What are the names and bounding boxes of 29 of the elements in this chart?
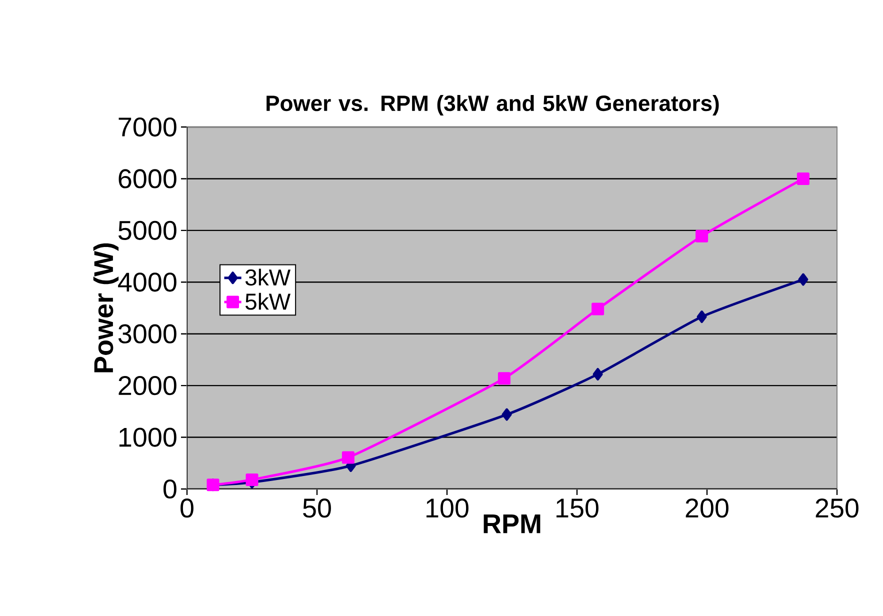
x-tick-label: 200 xyxy=(686,498,728,518)
x-axis-title: RPM xyxy=(484,514,540,534)
x-tick-label: 250 xyxy=(816,498,858,518)
legend-label: 3kW xyxy=(245,268,291,286)
y-tick-label: 6000 xyxy=(118,169,176,188)
point xyxy=(798,273,808,286)
y-tick-label: 2000 xyxy=(118,376,176,396)
y-tick-label: 0 xyxy=(164,479,176,499)
point xyxy=(246,473,258,486)
y-tick-label: 4000 xyxy=(118,272,176,292)
legend-label: 5kW xyxy=(246,292,291,310)
point xyxy=(696,230,708,242)
x-tick-label: 0 xyxy=(180,498,194,518)
point xyxy=(502,408,512,421)
y-tick-label: 3000 xyxy=(118,324,176,344)
x-tick-label: 150 xyxy=(556,498,598,518)
x-tick-label: 50 xyxy=(303,498,331,518)
x-tick-label: 100 xyxy=(426,498,468,518)
y-tick-label: 5000 xyxy=(118,220,176,240)
y-tick-label: 1000 xyxy=(119,428,176,447)
point xyxy=(696,310,707,324)
point xyxy=(342,451,354,464)
chart-title: Power vs. RPM (3kW and 5kW Generators) xyxy=(266,94,719,116)
point xyxy=(498,372,510,385)
y-axis-title: Power (W) xyxy=(93,243,119,372)
point xyxy=(592,302,604,316)
point xyxy=(796,172,810,185)
point xyxy=(592,368,603,380)
y-tick-label: 7000 xyxy=(118,117,176,137)
